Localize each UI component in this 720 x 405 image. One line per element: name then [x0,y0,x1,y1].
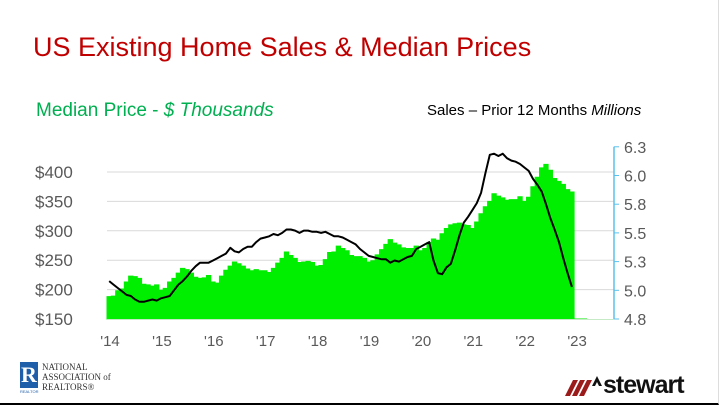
x-tick-label: '21 [464,333,484,350]
right-axis-title-unit: Millions [591,102,642,119]
x-tick-label: '23 [567,333,587,350]
right-tick-label: 4.8 [624,312,646,329]
x-tick-label: '19 [360,333,380,350]
x-tick-label: '22 [515,333,535,350]
nar-logo-sub: REALTOR [20,389,39,394]
left-tick-label: $300 [35,222,73,241]
right-tick-label: 5.3 [624,255,646,272]
x-tick-label: '14 [100,333,120,350]
nar-logo-mark: R [20,362,38,388]
x-tick-label: '20 [412,333,432,350]
x-tick-label: '17 [256,333,276,350]
right-axis-title-main: Sales – Prior 12 Months [427,102,592,119]
nar-line-1: NATIONAL [42,362,88,372]
right-tick-label: 6.3 [624,140,646,157]
chart-plot: $150 $200 $250 $300 $350 $400 '14 '15 '16 '17 '18 '… [35,140,646,350]
nar-logo-text: NATIONAL ASSOCIATION of REALTORS® [42,362,111,392]
right-tick-label: 5.8 [624,197,646,214]
chart-title: US Existing Home Sales & Median Prices [33,32,532,62]
right-tick-label: 6.0 [624,169,646,186]
x-tick-label: '16 [204,333,224,350]
left-tick-label: $400 [35,163,73,182]
left-tick-label: $250 [35,251,73,270]
x-tick-label: '18 [308,333,328,350]
left-tick-label: $150 [35,310,73,329]
left-axis-title-unit: $ Thousands [163,100,274,121]
left-axis-title: Median Price - $ Thousands [36,100,274,122]
sales-line [108,152,573,303]
nar-line-2: ASSOCIATION of [42,372,111,382]
x-tick-label: '15 [152,333,172,350]
median-price-area [106,163,588,320]
right-tick-label: 5.5 [624,226,646,243]
left-tick-label: $200 [35,281,73,300]
right-tick-label: 5.0 [624,283,646,300]
stewart-slashes-icon [565,376,602,396]
left-tick-label: $350 [35,192,73,211]
stewart-wordmark: stewart [603,371,685,399]
left-axis-title-main: Median Price - [36,100,164,121]
nar-line-3: REALTORS® [42,382,95,392]
right-axis-title: Sales – Prior 12 Months Millions [427,102,641,119]
